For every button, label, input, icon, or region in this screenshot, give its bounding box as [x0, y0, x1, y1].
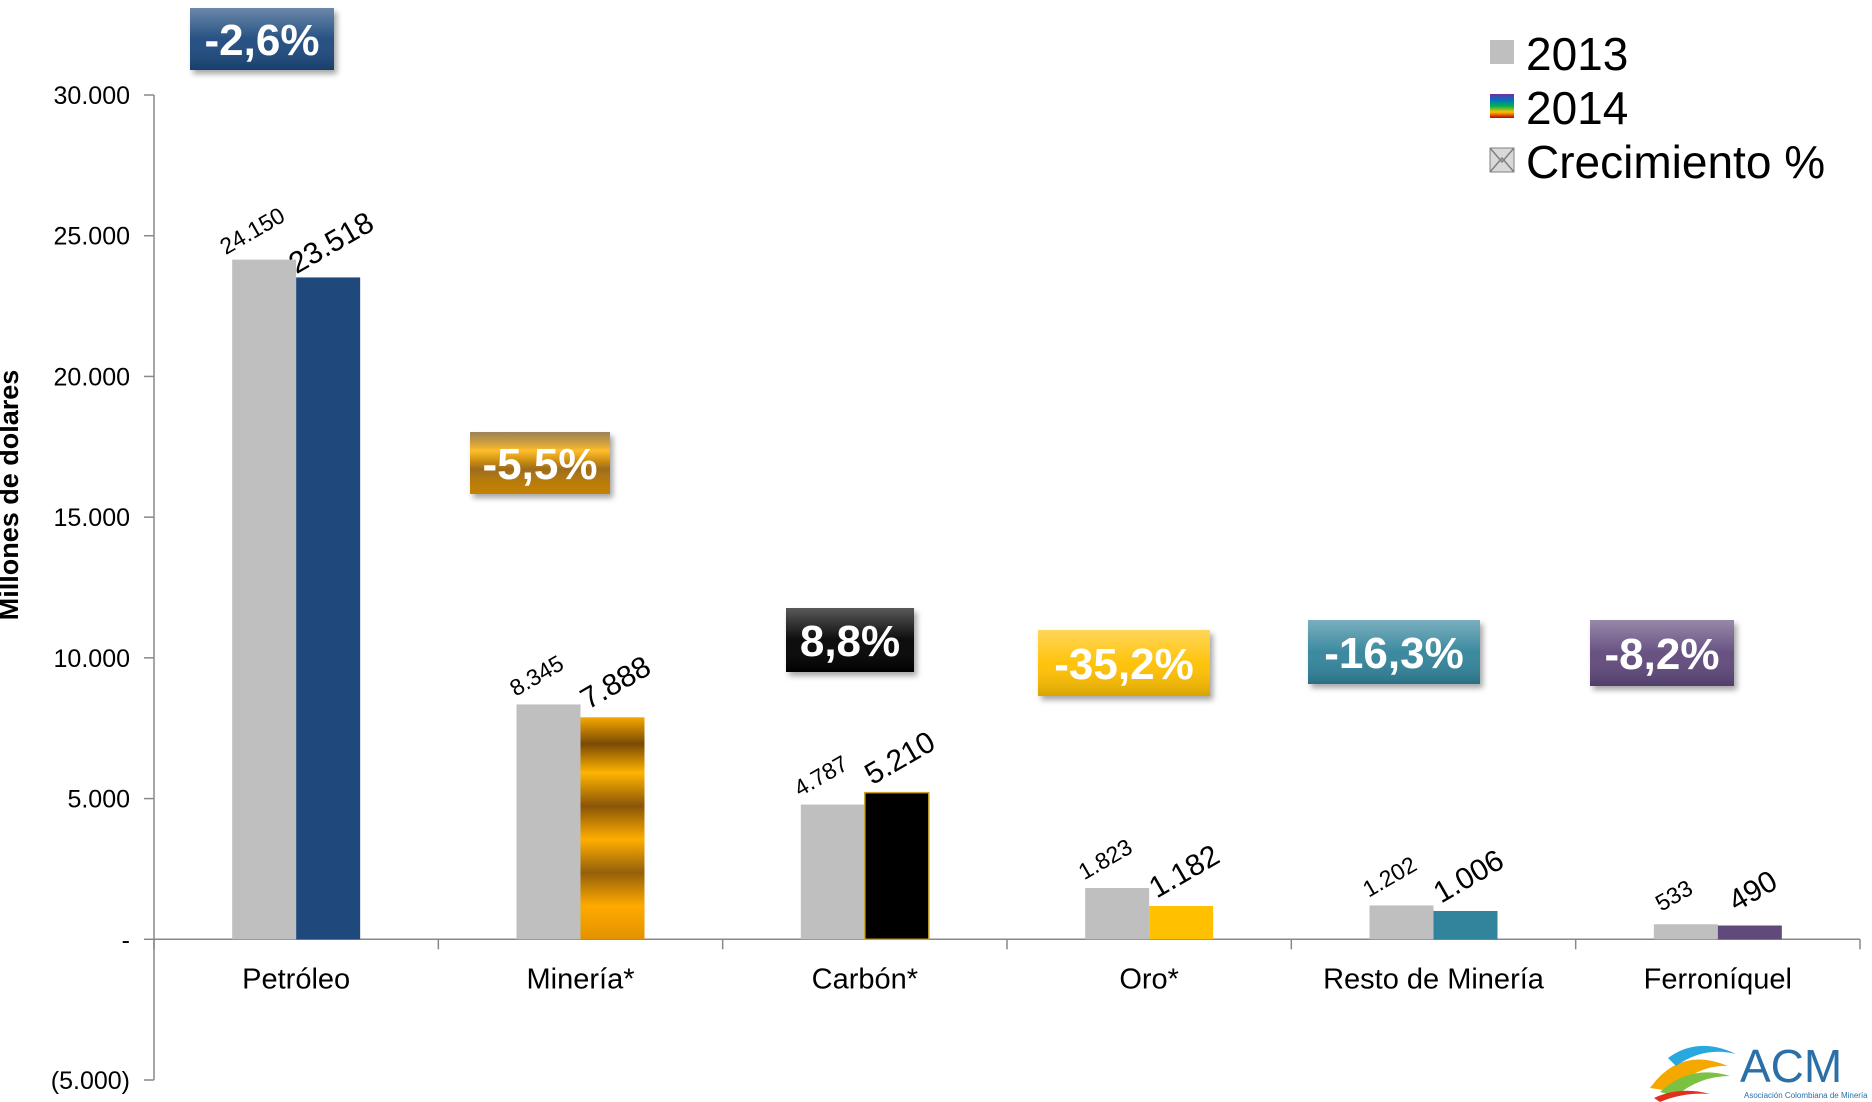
growth-label: -2,6% — [205, 16, 320, 65]
logo-swoosh-red — [1654, 1090, 1710, 1102]
y-tick-label: 25.000 — [54, 223, 130, 251]
acm-logo: ACM Asociación Colombiana de Minería — [1650, 1040, 1868, 1102]
category-label: Oro* — [1119, 963, 1179, 995]
bar-2013 — [800, 804, 865, 940]
logo-swoosh-green — [1660, 1072, 1730, 1096]
growth-box-shine — [190, 8, 334, 70]
data-label-2014: 7.888 — [575, 650, 657, 716]
legend-swatch-growth-mark — [1489, 147, 1515, 173]
data-label-2014: 1.006 — [1428, 844, 1510, 910]
bar-2013 — [1653, 924, 1718, 940]
data-label-2013: 4.787 — [789, 750, 852, 801]
bar-2013 — [1085, 887, 1150, 940]
data-label-2013: 8.345 — [505, 650, 568, 701]
y-axis-label: Millones de dolares — [0, 370, 24, 621]
bar-2014 — [1717, 925, 1782, 940]
category-label: Ferroníquel — [1644, 963, 1792, 995]
category-label: Carbón* — [812, 963, 918, 995]
logo-text: ACM — [1740, 1040, 1842, 1092]
data-label-2013: 1.202 — [1358, 851, 1421, 902]
growth-box: 8,8% — [786, 608, 914, 672]
y-tick-label: (5.000) — [51, 1067, 130, 1095]
growth-boxes: -2,6% -5,5% 8,8% -35,2% -16,3% -8,2% — [190, 8, 1734, 696]
growth-box: -8,2% — [1590, 620, 1734, 686]
growth-label: -16,3% — [1324, 629, 1463, 678]
y-tick-label: 10.000 — [54, 645, 130, 673]
y-tick-label: 15.000 — [54, 504, 130, 532]
logo-subtitle: Asociación Colombiana de Minería — [1744, 1091, 1868, 1100]
category-label: Petróleo — [242, 963, 350, 995]
growth-box: -35,2% — [1038, 630, 1210, 696]
legend-label: 2014 — [1526, 82, 1628, 134]
legend-label: 2013 — [1526, 28, 1628, 80]
category-label: Resto de Minería — [1323, 963, 1545, 995]
growth-label: -8,2% — [1605, 630, 1720, 679]
bar-2013 — [516, 704, 581, 940]
growth-box-shine — [786, 608, 914, 672]
data-label-2014: 5.210 — [859, 725, 941, 791]
axes: (5.000) - 5.000 10.000 15.000 20.000 25.000 30.… — [51, 82, 1861, 1095]
data-label-2013: 24.150 — [215, 202, 289, 260]
logo-swoosh-blue — [1668, 1045, 1736, 1066]
y-tick-label: - — [122, 926, 130, 954]
growth-label: -5,5% — [483, 440, 598, 489]
bar-2014 — [1149, 906, 1214, 940]
bars — [232, 259, 1782, 941]
y-tick-label: 20.000 — [54, 363, 130, 391]
growth-box-shine — [1590, 620, 1734, 686]
y-tick-label: 5.000 — [67, 786, 130, 814]
growth-box-shine — [1308, 620, 1480, 684]
y-tick-label: 30.000 — [54, 82, 130, 110]
data-label-2014: 1.182 — [1144, 839, 1226, 905]
growth-box: -16,3% — [1308, 620, 1480, 684]
bar-2014 — [296, 277, 361, 940]
category-label: Minería* — [527, 963, 635, 995]
growth-box: -2,6% — [190, 8, 334, 70]
growth-label: 8,8% — [800, 617, 900, 666]
growth-box-shine — [1038, 630, 1210, 696]
legend-swatch-2014 — [1490, 94, 1514, 118]
data-label-2014: 23.518 — [283, 206, 379, 280]
bar-2013 — [232, 259, 297, 940]
growth-label: -35,2% — [1054, 640, 1193, 689]
growth-box-shine — [470, 432, 610, 494]
legend-label: Crecimiento % — [1526, 136, 1825, 188]
legend-swatch-2013 — [1490, 40, 1514, 64]
bar-2014 — [1433, 910, 1498, 940]
growth-box: -5,5% — [470, 432, 610, 494]
bar-2014 — [864, 791, 930, 941]
data-label-2013: 1.823 — [1074, 833, 1137, 884]
bar-2014 — [580, 717, 645, 940]
data-label-2014: 490 — [1723, 864, 1783, 918]
data-label-2013: 533 — [1651, 875, 1697, 917]
bar-2013 — [1369, 905, 1434, 940]
